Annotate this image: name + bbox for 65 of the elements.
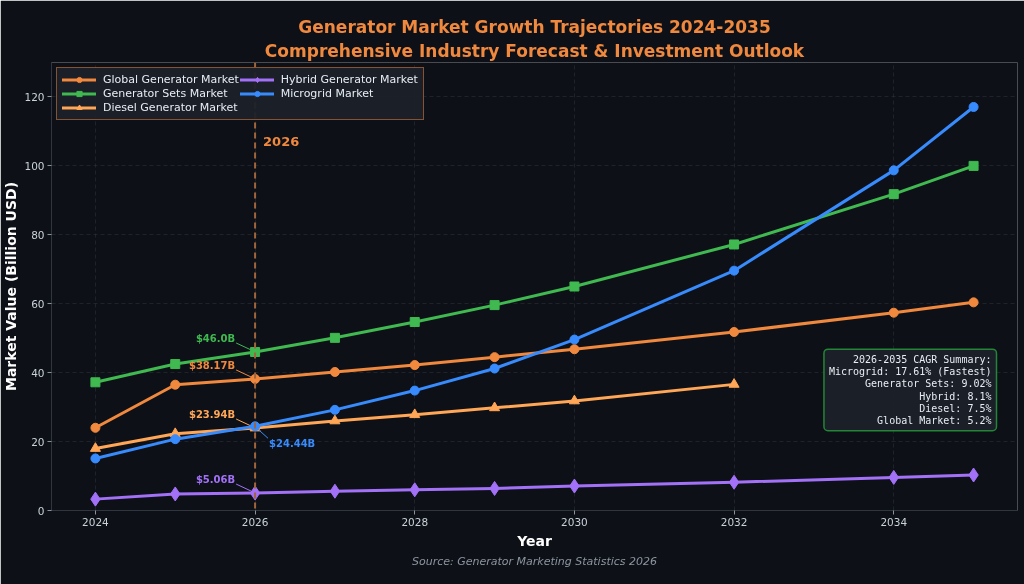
- point: [89, 442, 101, 452]
- point: [409, 408, 421, 419]
- point: [569, 334, 580, 345]
- point: [409, 360, 420, 371]
- point: [729, 239, 740, 250]
- point: [90, 422, 101, 433]
- x-tick-label: 2028: [401, 515, 429, 528]
- point: [728, 474, 740, 490]
- point: [729, 327, 740, 337]
- chart-subtitle: Comprehensive Industry Forecast & Investment Outlook: [264, 40, 805, 61]
- ref-line-label: 2026: [263, 133, 300, 149]
- y-tick-label: 20: [31, 435, 45, 448]
- legend-label: Global Generator Market: [103, 73, 239, 86]
- x-axis-title: Year: [516, 532, 552, 549]
- point: [489, 401, 501, 412]
- point: [968, 297, 979, 308]
- data-label: $23.94B: [188, 409, 236, 420]
- y-tick-label: 120: [24, 90, 45, 103]
- data-label: $24.44B: [269, 438, 316, 450]
- data-label: $38.17B: [188, 359, 236, 371]
- point: [329, 404, 340, 415]
- x-tick-label: 2026: [241, 515, 269, 528]
- x-tick-label: 2024: [82, 515, 110, 528]
- point: [489, 363, 500, 374]
- point: [409, 317, 420, 327]
- point: [968, 101, 979, 112]
- y-axis-title: Market Value (Billion USD): [3, 181, 20, 392]
- x-tick-label: 2034: [880, 515, 908, 528]
- y-tick-label: 40: [31, 366, 45, 379]
- source-note: Source: Generator Marketing Statistics 2026: [411, 554, 658, 568]
- legend-label: Diesel Generator Market: [103, 101, 238, 114]
- point: [170, 379, 181, 390]
- data-label: $46.0B: [195, 332, 236, 344]
- x-tick-label: 2030: [561, 515, 588, 528]
- point: [329, 366, 340, 377]
- point: [170, 359, 181, 370]
- point: [569, 344, 580, 355]
- point: [170, 434, 181, 445]
- point: [489, 300, 500, 311]
- x-tick-label: 2032: [720, 515, 748, 528]
- y-tick-label: 60: [31, 297, 45, 310]
- point: [569, 281, 580, 292]
- point: [90, 377, 101, 388]
- y-tick-label: 80: [31, 228, 45, 241]
- legend-label: Generator Sets Market: [103, 87, 228, 100]
- point: [329, 414, 341, 425]
- point: [888, 307, 899, 318]
- point: [489, 352, 500, 363]
- point: [728, 378, 740, 388]
- point: [409, 385, 420, 396]
- legend-label: Hybrid Generator Market: [280, 73, 418, 86]
- point: [568, 394, 580, 405]
- chart-title: Generator Market Growth Trajectories 2024-2035: [298, 16, 771, 37]
- y-tick-label: 0: [37, 504, 45, 517]
- point: [329, 483, 341, 499]
- point: [90, 453, 101, 464]
- point: [729, 265, 740, 276]
- point: [888, 189, 899, 200]
- point: [888, 165, 899, 176]
- legend-label: Microgrid Market: [280, 87, 374, 100]
- y-tick-label: 100: [24, 159, 45, 172]
- point: [329, 332, 340, 343]
- point: [968, 160, 979, 171]
- data-label: $5.06B: [195, 474, 236, 486]
- annotation: 2026-2035 CAGR Summary: Microgrid: 17.61% (Fastest) Generator Sets: 9.02% Hybrid: 8.1% Diesel: 7.5% Global Market: 5.2%: [828, 354, 992, 426]
